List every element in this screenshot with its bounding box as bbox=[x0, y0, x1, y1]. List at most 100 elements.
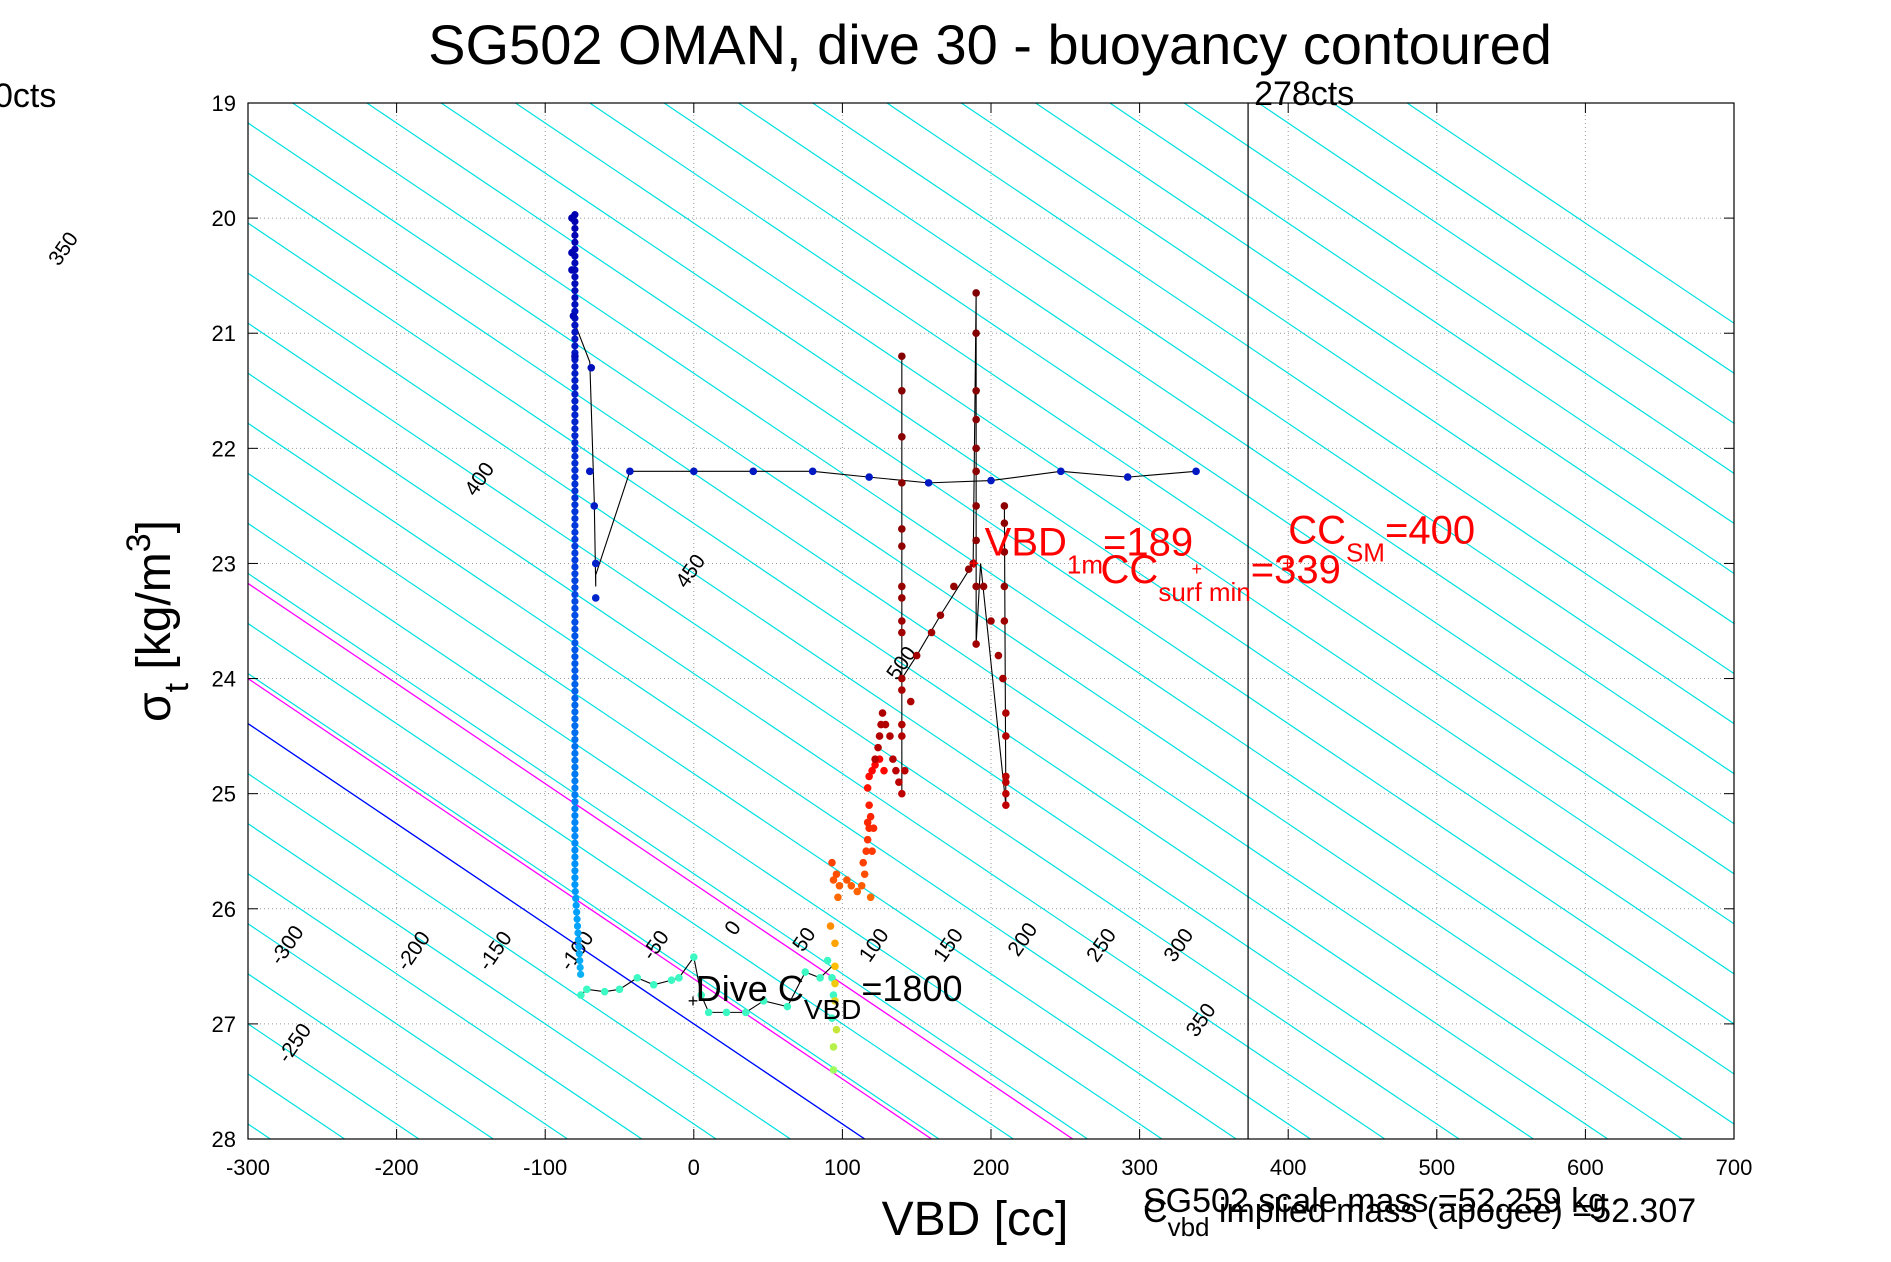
data-point bbox=[927, 628, 936, 637]
data-point bbox=[829, 876, 838, 884]
data-point bbox=[898, 686, 906, 694]
data-point bbox=[591, 559, 600, 568]
x-tick-label: -100 bbox=[523, 1155, 567, 1180]
buoyancy-contour-line bbox=[1258, 103, 1734, 425]
buoyancy-contour-line bbox=[812, 103, 1734, 725]
data-point bbox=[571, 887, 579, 896]
data-point bbox=[571, 659, 579, 668]
data-point bbox=[828, 974, 836, 982]
annotation-marker: + bbox=[969, 553, 980, 573]
data-point bbox=[722, 1008, 731, 1017]
data-point bbox=[571, 300, 579, 309]
data-point bbox=[571, 432, 579, 440]
data-point bbox=[571, 335, 579, 343]
data-point bbox=[863, 818, 872, 827]
data-point bbox=[591, 594, 600, 602]
contour-label: -200 bbox=[392, 927, 435, 975]
data-point bbox=[571, 231, 579, 239]
data-point bbox=[866, 893, 875, 902]
data-point bbox=[583, 985, 591, 994]
data-point bbox=[675, 974, 683, 982]
data-point bbox=[577, 991, 585, 999]
data-point bbox=[886, 732, 894, 740]
data-point bbox=[571, 729, 579, 737]
data-point bbox=[576, 956, 584, 965]
data-point bbox=[571, 735, 579, 744]
footer-implied-mass: Cvbd implied mass (apogee) =52.307 bbox=[1143, 1192, 1696, 1242]
data-point bbox=[857, 881, 866, 890]
data-point bbox=[901, 766, 909, 775]
data-point bbox=[571, 363, 579, 371]
data-point bbox=[571, 352, 579, 361]
data-point bbox=[972, 329, 980, 338]
data-point bbox=[690, 953, 698, 961]
buoyancy-contour-line bbox=[515, 103, 1734, 925]
data-point bbox=[829, 1043, 838, 1051]
data-point bbox=[571, 287, 579, 295]
x-ticks: -300 -200 -100 0 100 200 300 400 500 600 700 bbox=[226, 103, 1752, 1180]
data-point bbox=[1002, 801, 1010, 809]
data-point bbox=[571, 535, 579, 543]
data-point bbox=[572, 901, 580, 909]
data-point bbox=[697, 991, 706, 999]
data-point bbox=[649, 980, 658, 989]
data-point bbox=[571, 480, 579, 488]
x-tick-label: 700 bbox=[1716, 1155, 1753, 1180]
data-point bbox=[571, 818, 579, 827]
data-point bbox=[889, 755, 897, 763]
data-point bbox=[571, 777, 579, 785]
data-point bbox=[871, 755, 879, 763]
data-point bbox=[869, 824, 878, 832]
data-point bbox=[571, 584, 579, 592]
x-tick-label: 0 bbox=[688, 1155, 700, 1180]
data-point bbox=[759, 997, 768, 1005]
data-point bbox=[1000, 548, 1009, 556]
data-point bbox=[571, 715, 579, 723]
contour-label: 350 bbox=[44, 228, 83, 270]
data-point bbox=[898, 628, 906, 637]
x-tick-label: 600 bbox=[1567, 1155, 1604, 1180]
data-point bbox=[749, 467, 758, 476]
data-point bbox=[571, 570, 579, 578]
data-point bbox=[571, 452, 579, 460]
data-point bbox=[571, 770, 579, 778]
contour-label: 150 bbox=[929, 924, 968, 966]
data-point bbox=[587, 363, 596, 372]
data-point bbox=[999, 674, 1007, 683]
x-tick-label: 500 bbox=[1418, 1155, 1455, 1180]
buoyancy-contour-line bbox=[248, 472, 1237, 1139]
data-point bbox=[572, 894, 580, 903]
data-point bbox=[571, 853, 579, 861]
data-point bbox=[892, 766, 900, 775]
data-point bbox=[828, 1014, 836, 1022]
data-point bbox=[1192, 467, 1200, 476]
buoyancy-contour-line bbox=[1109, 103, 1734, 525]
y-tick-label: 21 bbox=[212, 321, 236, 346]
data-point bbox=[898, 525, 906, 533]
data-point bbox=[898, 433, 906, 441]
data-point bbox=[874, 743, 882, 752]
data-point bbox=[865, 801, 873, 809]
contour-label: -150 bbox=[474, 927, 517, 975]
data-point bbox=[704, 1008, 713, 1017]
data-point bbox=[878, 709, 887, 717]
data-point bbox=[868, 847, 876, 856]
data-point bbox=[568, 266, 576, 274]
buoyancy-contours bbox=[248, 103, 1734, 1139]
data-point bbox=[1000, 502, 1009, 510]
y-tick-label: 27 bbox=[212, 1012, 236, 1037]
data-point bbox=[875, 732, 884, 740]
data-point bbox=[571, 639, 579, 647]
data-point bbox=[972, 386, 980, 395]
data-point bbox=[571, 494, 579, 502]
y-axis-label: σt [kg/m3] bbox=[120, 520, 196, 722]
buoyancy-contour-line bbox=[248, 522, 1163, 1139]
data-point bbox=[816, 974, 824, 982]
data-point bbox=[571, 763, 579, 771]
data-point bbox=[571, 867, 579, 875]
data-point bbox=[571, 425, 579, 433]
data-point bbox=[972, 467, 980, 476]
buoyancy-contour-line bbox=[589, 103, 1734, 875]
data-point bbox=[571, 438, 579, 447]
data-point bbox=[577, 970, 585, 978]
